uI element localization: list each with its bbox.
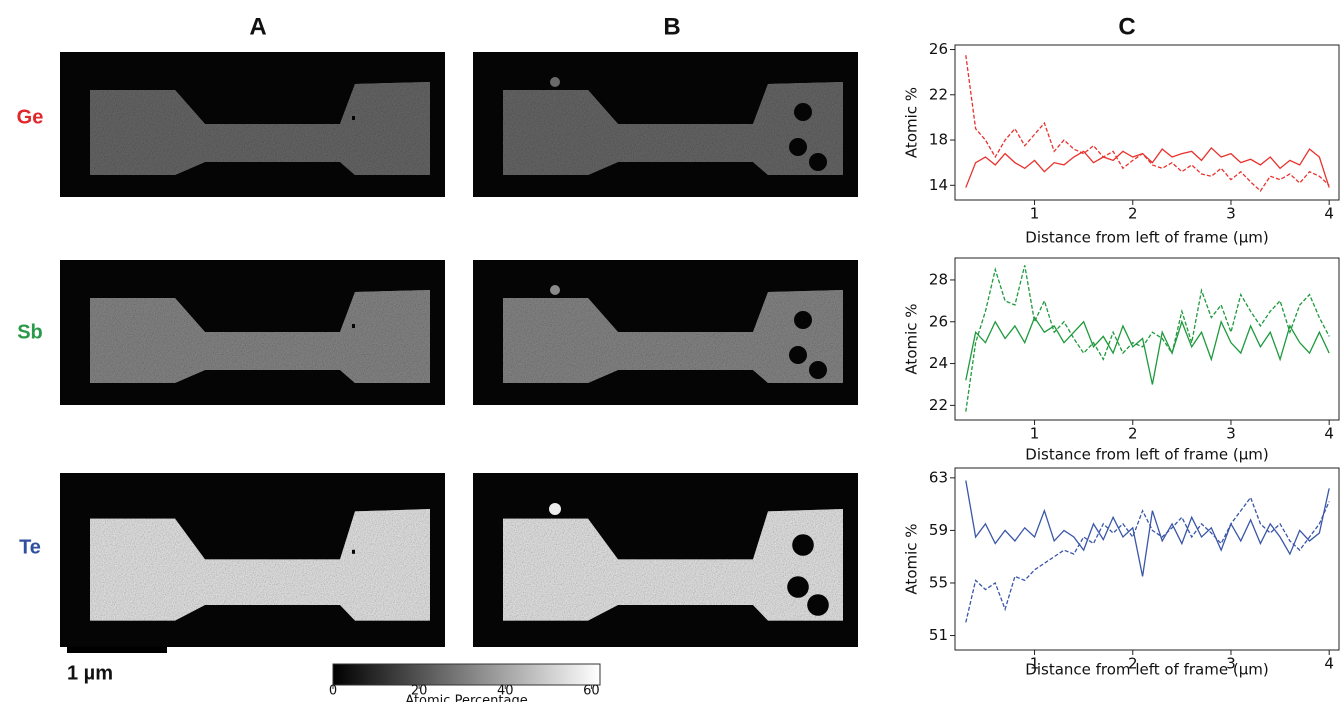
scale-bar-label: 1 µm [67,662,113,684]
y-tick-label: 22 [929,396,948,414]
colorbar-tick-label: 20 [411,684,428,699]
x-tick-label: 4 [1324,655,1334,673]
y-axis-label: Atomic % [903,303,921,374]
data-line [965,55,1330,192]
colorbar [332,663,601,686]
x-tick-label: 3 [1226,425,1236,443]
map-defect [352,549,355,554]
map-defect [352,116,355,120]
map-specimen-a [90,290,430,383]
x-tick-label: 3 [1226,205,1236,223]
map-void [809,153,827,171]
x-tick-label: 2 [1128,655,1138,673]
map-defect [352,324,355,328]
map-specimen-b [503,290,843,383]
x-tick-label: 1 [1030,425,1040,443]
y-tick-label: 59 [929,521,948,539]
colorbar-tick-label: 0 [329,684,337,699]
map-specimen-a [90,509,430,621]
data-line [965,265,1330,412]
y-tick-label: 22 [929,85,948,103]
x-axis-label: Distance from left of frame (µm) [1025,446,1268,464]
y-tick-label: 18 [929,131,948,149]
map-void [794,311,812,329]
axes-frame [954,467,1340,651]
map-specimen-b [503,82,843,175]
map-specimen-a [90,82,430,175]
map-void [809,361,827,379]
x-tick-label: 1 [1030,655,1040,673]
x-tick-label: 3 [1226,655,1236,673]
map-particle [550,77,560,87]
map-void [792,534,814,556]
map-void [807,594,829,616]
data-line [965,147,1330,188]
row-label: Ge [17,106,44,128]
map-void [794,103,812,121]
y-tick-label: 63 [929,468,948,486]
y-axis-label: Atomic % [903,87,921,158]
y-tick-label: 26 [929,40,948,58]
x-tick-label: 1 [1030,205,1040,223]
row-label: Sb [17,321,43,343]
y-tick-label: 28 [929,270,948,288]
x-tick-label: 2 [1128,425,1138,443]
y-tick-label: 26 [929,312,948,330]
x-axis-label: Distance from left of frame (µm) [1025,661,1268,679]
map-void [787,576,809,598]
data-line [965,316,1330,385]
map-specimen-b [503,509,843,621]
x-tick-label: 2 [1128,205,1138,223]
x-axis-label: Distance from left of frame (µm) [1025,229,1268,247]
y-tick-label: 55 [929,573,948,591]
axes-frame [954,44,1340,201]
colorbar-tick-label: 40 [497,684,514,699]
data-line [965,496,1330,623]
x-tick-label: 4 [1324,205,1334,223]
y-axis-label: Atomic % [903,523,921,594]
y-tick-label: 14 [929,176,948,194]
row-label: Te [19,536,41,558]
axes-frame [954,257,1340,421]
map-void [789,138,807,156]
colorbar-label: Atomic Percentage [405,694,527,702]
y-tick-label: 51 [929,626,948,644]
panel-label: C [1118,13,1135,40]
panel-label: B [663,13,680,40]
data-line [965,480,1330,577]
colorbar-tick-label: 60 [583,684,600,699]
map-void [789,346,807,364]
panel-label: A [249,13,266,40]
x-tick-label: 4 [1324,425,1334,443]
map-particle [550,285,560,295]
map-particle [549,503,561,515]
y-tick-label: 24 [929,354,948,372]
